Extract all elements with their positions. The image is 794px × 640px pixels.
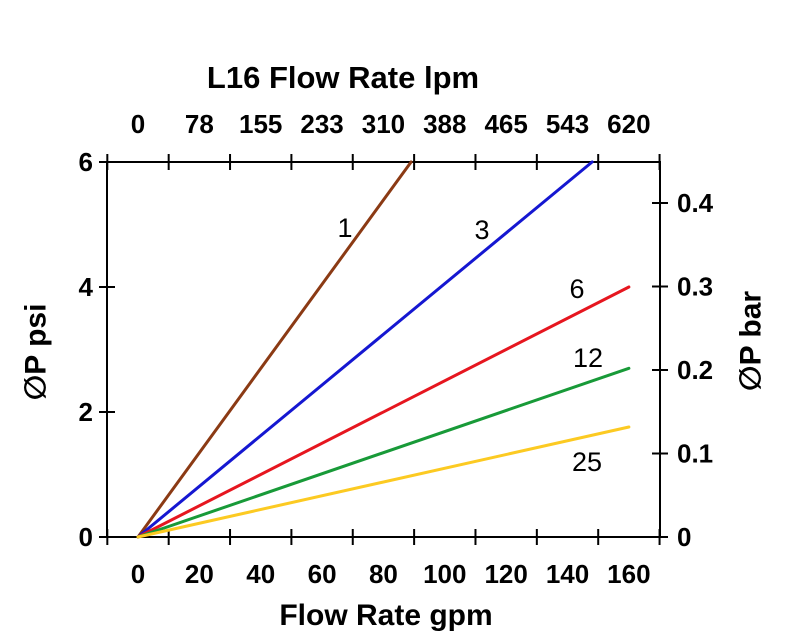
y-axis-left-tick-label: 0: [79, 522, 93, 552]
series-1-line: [136, 160, 413, 539]
y-axis-right-tick-label: 0.1: [677, 439, 713, 469]
series-6-line: [136, 285, 631, 539]
x-axis-bottom-tick-label: 60: [308, 559, 337, 589]
y-axis-left-tick-label: 6: [79, 147, 93, 177]
x-axis-bottom-tick-label: 160: [607, 559, 650, 589]
series-1-label: 1: [337, 213, 352, 243]
x-axis-bottom-tick-label: 20: [185, 559, 214, 589]
x-axis-bottom-tick-label: 100: [423, 559, 466, 589]
x-axis-top-tick-label: 0: [131, 109, 145, 139]
y-axis-right-tick-label: 0.4: [677, 188, 714, 218]
y-axis-label-right: ∅P bar: [734, 290, 768, 392]
x-axis-top-tick-label: 233: [300, 109, 343, 139]
series-12-line: [136, 366, 631, 539]
chart-title: L16 Flow Rate lpm: [206, 60, 480, 95]
y-axis-left-tick-label: 2: [79, 397, 93, 427]
series-6-label: 6: [569, 274, 584, 304]
x-axis-bottom-tick-label: 140: [546, 559, 589, 589]
x-axis-bottom-tick-label: 0: [131, 559, 145, 589]
x-axis-top-tick-label: 543: [546, 109, 589, 139]
y-axis-right-tick-label: 0.2: [677, 355, 713, 385]
x-axis-top-tick-label: 620: [607, 109, 650, 139]
plot-box: [106, 161, 661, 538]
series-3-line: [136, 160, 594, 539]
x-axis-top-tick-label: 78: [185, 109, 214, 139]
x-axis-top-tick-label: 155: [239, 109, 282, 139]
x-axis-label-bottom: Flow Rate gpm: [279, 599, 493, 632]
series-25-label: 25: [572, 447, 602, 477]
y-axis-left-tick-label: 4: [79, 272, 94, 302]
x-axis-top-tick-label: 465: [484, 109, 527, 139]
series-25-line: [136, 425, 631, 539]
y-axis-label-left: ∅P psi: [19, 303, 53, 401]
x-axis-bottom-tick-label: 80: [369, 559, 398, 589]
series-12-label: 12: [573, 343, 603, 373]
x-axis-top-tick-label: 388: [423, 109, 466, 139]
y-axis-right-tick-label: 0.3: [677, 272, 713, 302]
x-axis-top-tick-label: 310: [362, 109, 405, 139]
x-axis-bottom-tick-label: 40: [246, 559, 275, 589]
y-axis-right-tick-label: 0: [677, 522, 691, 552]
x-axis-bottom-tick-label: 120: [484, 559, 527, 589]
series-3-label: 3: [474, 215, 489, 245]
